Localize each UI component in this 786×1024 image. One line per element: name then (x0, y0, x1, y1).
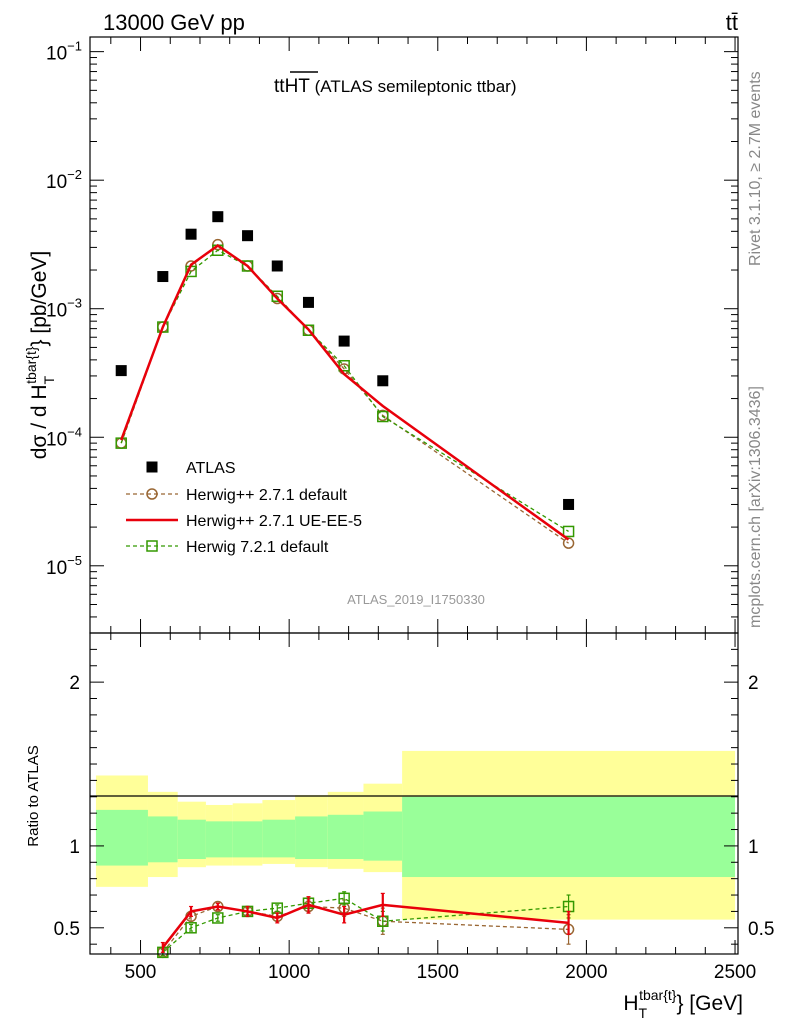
green-band (232, 821, 263, 858)
legend-marker (146, 540, 158, 552)
y-tick-label: 10−4 (46, 424, 82, 450)
svg-text:dσ / d HTtbar{t}} [pb/GeV]: dσ / d HTtbar{t}} [pb/GeV] (23, 251, 57, 460)
data-point (302, 296, 314, 308)
main-panel: 10−5 10−4 10−3 10−2 10−1 ttHT (ATLAS semilep… (23, 36, 739, 634)
ratio-y-tick-label-right: 2 (748, 673, 759, 694)
svg-text:HTtbar{t}} [GeV]: HTtbar{t}} [GeV] (623, 987, 743, 1021)
ratio-y-tick-label: 2 (69, 673, 80, 694)
x-tick-label: 2000 (565, 962, 607, 983)
green-band (205, 821, 233, 858)
ratio-frame (89, 632, 739, 955)
uncertainty-bands (95, 750, 736, 920)
ratio-y-label: Ratio to ATLAS (25, 745, 42, 846)
legend-label: Herwig++ 2.7.1 UE-EE-5 (186, 513, 362, 530)
x-tick-label: 2500 (714, 962, 756, 983)
series-line (120, 244, 570, 541)
green-band (177, 819, 206, 860)
ratio-y-tick-label: 1 (69, 837, 80, 858)
data-point (115, 365, 127, 377)
green-band (327, 814, 364, 860)
legend-label: Herwig++ 2.7.1 default (186, 487, 348, 504)
x-tick-label: 1000 (268, 962, 310, 983)
ratio-point (185, 922, 197, 934)
y-tick-label: 10−5 (46, 553, 82, 579)
green-band (262, 819, 296, 858)
mcplots-label: mcplots.cern.ch [arXiv:1306.3436] (747, 386, 764, 628)
series-0 (115, 211, 575, 510)
ratio-axis-ticks (90, 633, 738, 954)
y-tick-label: 10−2 (46, 167, 82, 193)
green-band (95, 809, 148, 866)
data-point (563, 498, 575, 510)
legend-label: ATLAS (186, 460, 236, 477)
data-point (241, 260, 254, 272)
green-band (363, 811, 403, 861)
main-axis-ticks (90, 37, 738, 634)
main-title: ttHT (ATLAS semileptonic ttbar) (274, 76, 516, 97)
data-point (212, 211, 224, 223)
ratio-series-layer (157, 891, 575, 959)
x-axis-label: HTtbar{t}} [GeV] (623, 987, 743, 1021)
series-2 (120, 244, 570, 541)
main-y-tick-labels: 10−5 10−4 10−3 10−2 10−1 (46, 39, 82, 579)
data-point (157, 271, 169, 283)
ratio-y-tick-label-right: 1 (748, 837, 759, 858)
ratio-series-1 (160, 892, 571, 953)
process-label: 13000 GeV pp (103, 10, 245, 35)
data-point (377, 375, 389, 387)
x-tick-label: 1500 (417, 962, 459, 983)
data-point (157, 321, 169, 333)
data-point (377, 410, 389, 423)
legend-marker (146, 488, 158, 500)
rivet-label: Rivet 3.1.10, ≥ 2.7M events (747, 71, 764, 266)
ratio-tick-labels: 0.5 0.51 12 2500 1000 1500 2000 2500 (54, 673, 775, 983)
data-point (271, 290, 284, 303)
legend-label: Herwig 7.2.1 default (186, 539, 329, 556)
green-band (147, 816, 178, 863)
ratio-panel: 0.5 0.51 12 2500 1000 1500 2000 2500 Ratio to A… (25, 632, 775, 1021)
data-point (302, 324, 315, 336)
data-point (242, 230, 254, 242)
ratio-point (212, 912, 224, 924)
ratio-y-tick-label: 0.5 (54, 919, 80, 940)
legend: ATLAS Herwig++ 2.7.1 default Herwig++ 2.7.… (126, 460, 362, 556)
green-band (402, 796, 736, 878)
y-tick-label: 10−3 (46, 296, 82, 322)
data-point (338, 359, 350, 372)
data-point (338, 335, 350, 347)
main-series-layer (115, 211, 575, 549)
y-tick-label: 10−1 (46, 39, 82, 65)
data-point (185, 228, 197, 240)
x-tick-label: 500 (125, 962, 157, 983)
data-point (271, 260, 283, 272)
legend-marker (146, 461, 158, 473)
main-y-label: dσ / d HTtbar{t}} [pb/GeV] (23, 251, 57, 460)
green-band (295, 816, 328, 860)
channel-label: tt̄ (726, 10, 738, 35)
ratio-point (338, 892, 350, 905)
data-point (562, 525, 575, 538)
analysis-id: ATLAS_2019_I1750330 (347, 592, 485, 607)
ratio-y-tick-label-right: 0.5 (748, 919, 774, 940)
